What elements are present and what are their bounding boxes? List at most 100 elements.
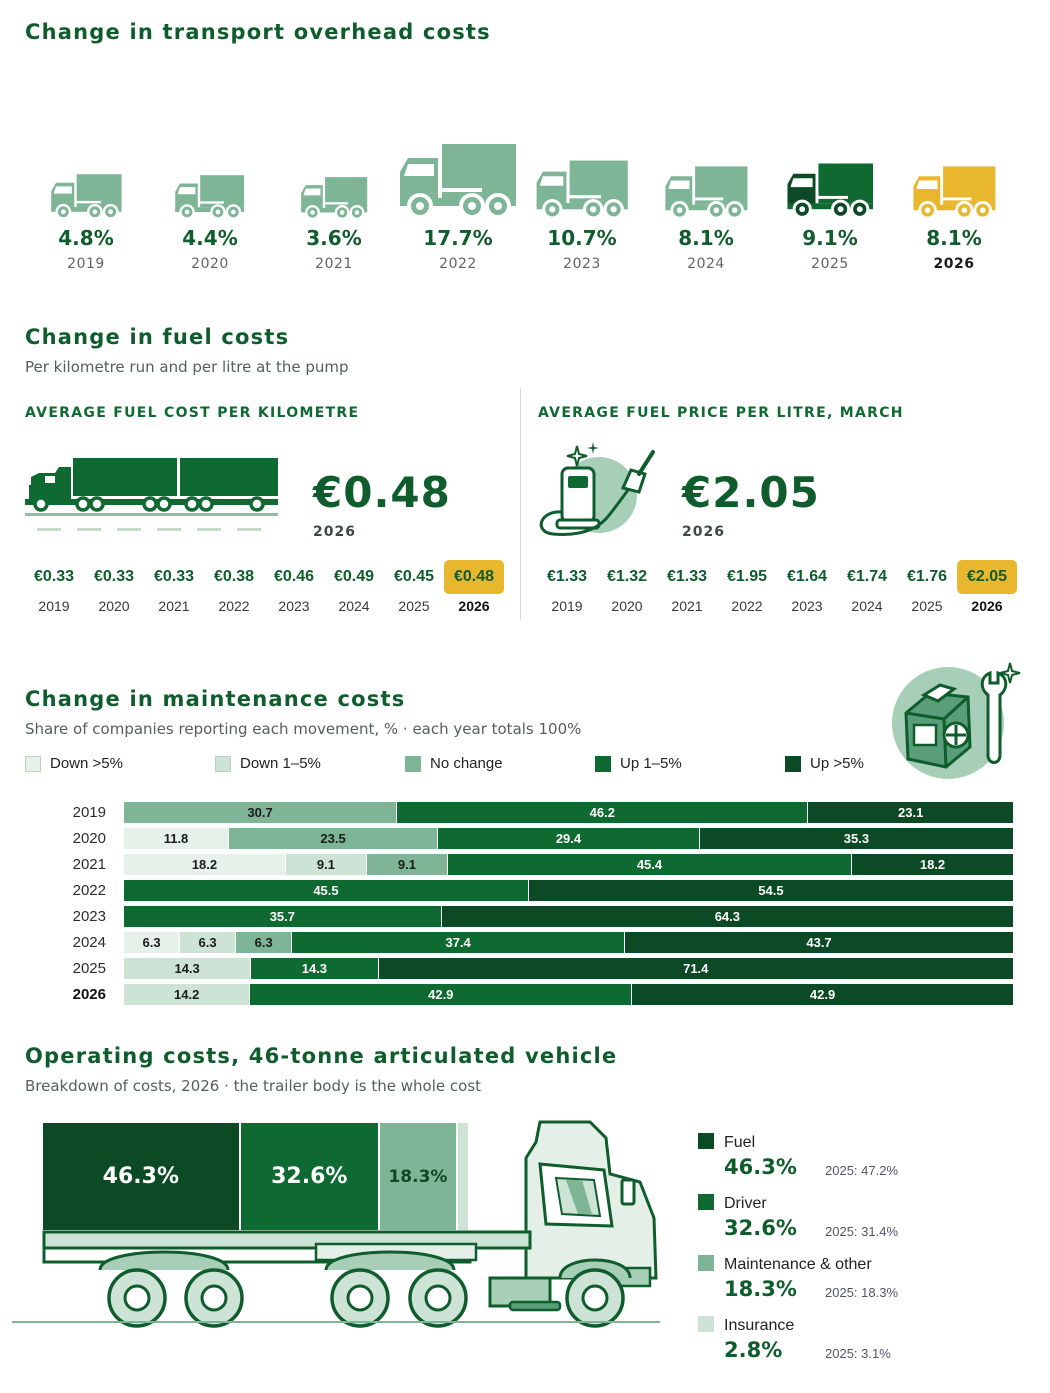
operating-legend-name: Driver (724, 1195, 767, 1212)
maintenance-year-label: 2021 (72, 856, 106, 873)
operating-legend-prev: 2025: 3.1% (825, 1346, 891, 1361)
maintenance-bar-segment: 18.2 (852, 854, 1013, 875)
fuel-km-value-2025: €0.45 (393, 568, 435, 585)
legend-swatch (405, 755, 421, 772)
fuel-litre-value-2026: €2.05 (957, 560, 1017, 594)
operating-legend-pct: 2.8% (724, 1338, 783, 1362)
fuel-litre-big-value: €2.05 (682, 468, 820, 517)
overhead-year-2026: 2026 (933, 256, 975, 272)
fuel-km-item-2021: €0.33 2021 (144, 560, 204, 614)
fuel-km-item-2020: €0.33 2020 (84, 560, 144, 614)
legend-label: Down 1–5% (240, 755, 321, 772)
fuel-litre-big-year: 2026 (682, 524, 725, 540)
operating-legend-swatch (698, 1255, 714, 1271)
maintenance-bar-segment: 42.9 (632, 984, 1013, 1005)
maintenance-bar-segment: 9.1 (285, 854, 366, 875)
operating-legend-prev: 2025: 47.2% (825, 1163, 899, 1178)
fuel-litre-year-2026: 2026 (971, 598, 1003, 614)
maintenance-bar-segment: 29.4 (438, 828, 699, 849)
maintenance-year-label: 2024 (72, 934, 106, 951)
fuel-pump-icon (539, 442, 655, 536)
maintenance-bar-segment: 35.3 (699, 828, 1013, 849)
maintenance-bar-segment: 35.7 (124, 906, 441, 927)
maintenance-bar-segment: 11.8 (124, 828, 229, 849)
fuel-litre-year-2025: 2025 (911, 598, 943, 614)
overhead-year-2019: 2019 (67, 256, 105, 272)
overhead-item-2020: 4.4% 2020 (148, 140, 272, 272)
operating-legend-swatch (698, 1194, 714, 1210)
fuel-litre-value-2022: €1.95 (726, 568, 768, 585)
fuel-litre-item-2020: €1.32 2020 (597, 560, 657, 614)
operating-segment-1: 32.6% (240, 1123, 378, 1230)
fuel-km-year-2025: 2025 (398, 598, 430, 614)
overhead-year-2022: 2022 (439, 256, 477, 272)
maintenance-year-label: 2026 (72, 986, 106, 1003)
fuel-litre-value-2024: €1.74 (846, 568, 888, 585)
overhead-item-2021: 3.6% 2021 (272, 140, 396, 272)
overhead-year-2023: 2023 (563, 256, 601, 272)
maintenance-bar-segment: 37.4 (292, 932, 625, 953)
truck-icon (787, 163, 873, 220)
overhead-year-2021: 2021 (315, 256, 353, 272)
fuel-litre-values: €1.33 2019 €1.32 2020 €1.33 2021 €1.95 2022 €1.6… (537, 560, 1017, 614)
maintenance-title: Change in maintenance costs (25, 687, 406, 711)
operating-trailer-bar: 46.3% 32.6% 18.3% (43, 1123, 470, 1230)
fuel-km-value-2024: €0.49 (333, 568, 375, 585)
fuel-litre-year-2022: 2022 (731, 598, 763, 614)
maintenance-bar-segment: 43.7 (625, 932, 1013, 953)
fuel-km-item-2026: €0.48 2026 (444, 560, 504, 614)
maintenance-bar-segment: 9.1 (366, 854, 447, 875)
fuel-divider (520, 388, 521, 620)
fuel-litre-item-2021: €1.33 2021 (657, 560, 717, 614)
overhead-title: Change in transport overhead costs (25, 20, 491, 44)
operating-legend-pct: 46.3% (724, 1155, 797, 1179)
legend-label: Up 1–5% (620, 755, 682, 772)
operating-legend-name: Maintenance & other (724, 1256, 872, 1273)
road-train-icon (25, 458, 278, 531)
legend-swatch (595, 755, 611, 772)
operating-legend-swatch (698, 1133, 714, 1149)
fuel-km-value-2022: €0.38 (213, 568, 255, 585)
maintenance-bar-segment: 64.3 (441, 906, 1013, 927)
truck-icon (50, 173, 122, 220)
maintenance-bar-segment: 23.1 (808, 802, 1013, 823)
overhead-value-2025: 9.1% (802, 226, 858, 250)
maintenance-year-label: 2025 (72, 960, 106, 977)
fuel-subtitle: Per kilometre run and per litre at the p… (25, 358, 349, 376)
truck-icon (175, 174, 245, 220)
operating-legend-item: Maintenance & other 18.3% 2025: 18.3% (698, 1255, 998, 1311)
truck-icon (300, 176, 368, 220)
maintenance-bar-segment: 14.3 (251, 958, 378, 979)
operating-segment-3 (458, 1123, 468, 1230)
articulated-truck-icon (12, 1120, 660, 1328)
maintenance-bar-segment: 54.5 (528, 880, 1013, 901)
legend-label: Down >5% (50, 755, 123, 772)
maintenance-bar-segment: 23.5 (229, 828, 438, 849)
operating-legend-name: Fuel (724, 1134, 756, 1151)
legend-item-4: Up >5% (785, 755, 864, 772)
fuel-km-heading: AVERAGE FUEL COST PER KILOMETRE (25, 405, 360, 421)
maintenance-bar-segment: 45.4 (447, 854, 851, 875)
maintenance-bar-segment: 46.2 (397, 802, 808, 823)
overhead-value-2021: 3.6% (306, 226, 362, 250)
overhead-value-2022: 17.7% (423, 226, 493, 250)
fuel-km-item-2019: €0.33 2019 (24, 560, 84, 614)
operating-subtitle: Breakdown of costs, 2026 · the trailer b… (25, 1077, 482, 1095)
fuel-litre-year-2023: 2023 (791, 598, 823, 614)
fuel-km-year-2021: 2021 (158, 598, 190, 614)
overhead-item-2023: 10.7% 2023 (520, 140, 644, 272)
operating-legend-swatch (698, 1316, 714, 1332)
fuel-litre-value-2023: €1.64 (786, 568, 828, 585)
fuel-km-year-2026: 2026 (458, 598, 490, 614)
operating-legend-pct: 32.6% (724, 1216, 797, 1240)
overhead-item-2019: 4.8% 2019 (24, 140, 148, 272)
legend-label: No change (430, 755, 503, 772)
maintenance-bar-segment: 45.5 (124, 880, 528, 901)
maintenance-subtitle: Share of companies reporting each moveme… (25, 720, 582, 738)
engine-wrench-icon (892, 662, 1021, 779)
maintenance-bar-segment: 6.3 (236, 932, 292, 953)
fuel-litre-year-2019: 2019 (551, 598, 583, 614)
fuel-km-item-2023: €0.46 2023 (264, 560, 324, 614)
fuel-km-values: €0.33 2019 €0.33 2020 €0.33 2021 €0.38 2022 €0.4… (24, 560, 504, 614)
fuel-km-value-2019: €0.33 (33, 568, 75, 585)
